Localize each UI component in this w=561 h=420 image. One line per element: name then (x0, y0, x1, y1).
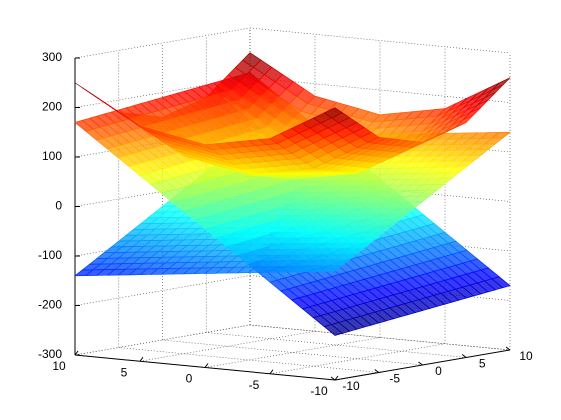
tick-mark (374, 369, 380, 373)
surface-mesh (323, 107, 343, 119)
y-tick-label: -10 (342, 379, 360, 393)
y-tick-label: -5 (389, 372, 400, 386)
tick-mark (139, 356, 144, 362)
x-tick-label: 10 (52, 359, 66, 373)
z-tick-label: -200 (38, 298, 62, 312)
y-tick-label: 0 (435, 364, 442, 378)
x-tick-label: -10 (310, 384, 328, 398)
tick-mark (418, 361, 423, 366)
surface-mesh (323, 324, 344, 336)
z-tick-label: 200 (42, 100, 62, 114)
grid-line (74, 324, 251, 356)
y-tick-label: 5 (479, 357, 486, 371)
grid-line (74, 27, 251, 59)
tick-mark (505, 346, 511, 351)
grid-line (204, 337, 381, 368)
x-tick-label: 0 (186, 372, 193, 386)
grid-line (139, 330, 316, 362)
x-tick-label: -5 (249, 378, 260, 392)
z-tick-label: -300 (38, 347, 62, 361)
tick-mark (74, 350, 79, 356)
tick-mark (204, 363, 209, 368)
grid-line (74, 275, 251, 306)
tick-mark (330, 376, 336, 381)
y-tick-label: 10 (519, 349, 533, 363)
tick-mark (461, 354, 467, 358)
z-tick-label: 300 (42, 50, 62, 64)
x-tick-label: 5 (121, 365, 128, 379)
surface-mesh (323, 264, 344, 272)
z-tick-label: 100 (42, 149, 62, 163)
tick-mark (334, 375, 339, 381)
grid-line (269, 343, 446, 375)
z-tick-label: -100 (38, 248, 62, 262)
z-tick-label: 0 (55, 199, 62, 213)
tick-mark (269, 369, 274, 375)
